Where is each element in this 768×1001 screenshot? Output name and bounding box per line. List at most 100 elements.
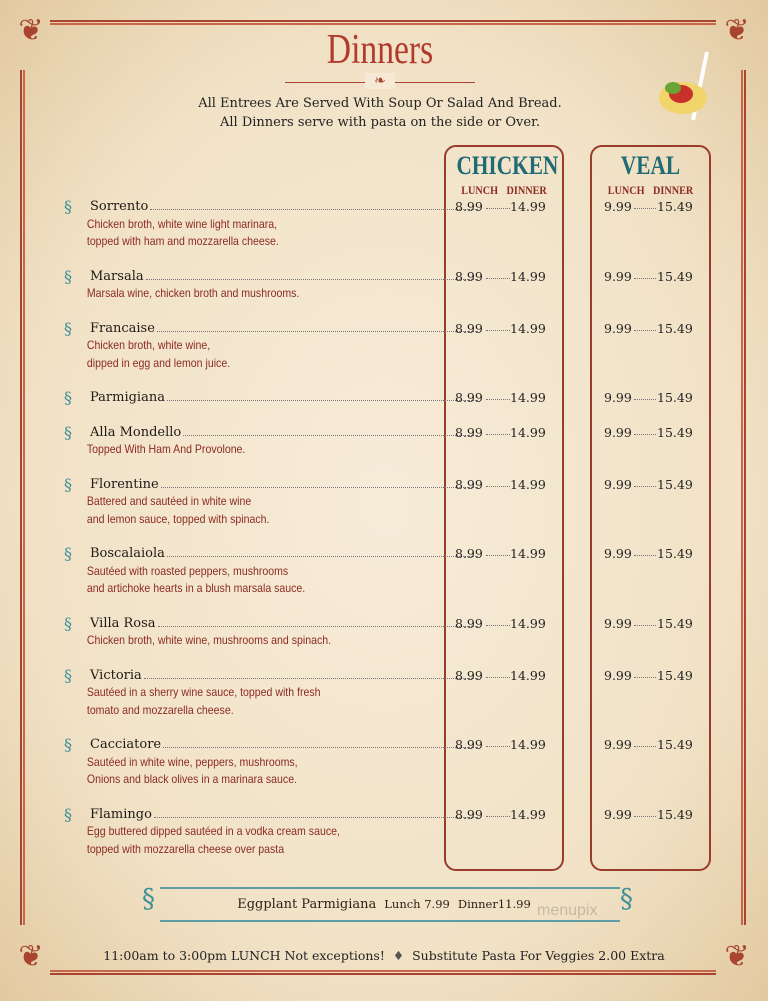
dotted-leader — [150, 199, 478, 210]
ornament-icon: § — [142, 884, 155, 914]
item-description: and lemon sauce, topped with spinach. — [86, 511, 270, 526]
corner-ornament-icon: ❦ — [18, 939, 44, 974]
price-chicken-lunch: 8.99 — [455, 546, 483, 561]
flourish-icon: ❧ — [365, 73, 395, 89]
ornament-icon: § — [64, 422, 72, 442]
price-chicken-dinner: 14.99 — [510, 476, 546, 492]
price-veal-dinner: 15.49 — [657, 737, 693, 752]
ornament-icon: § — [64, 388, 72, 407]
dinner-label: DINNER — [506, 183, 547, 197]
menu-items: § Sorrento Chicken broth, white wine light… — [64, 198, 704, 875]
price-chicken-lunch: 8.99 — [455, 320, 483, 336]
price-veal-dinner: 15.49 — [657, 268, 693, 284]
lunch-hours-note: 11:00am to 3:00pm LUNCH Not exceptions! — [103, 948, 385, 963]
price-chicken-dinner: 14.99 — [510, 737, 546, 752]
price-chicken-dinner: 14.99 — [510, 424, 546, 440]
price-veal-lunch: 9.99 — [604, 546, 632, 561]
price-veal-lunch: 9.99 — [604, 268, 632, 284]
dotted-leader — [145, 269, 478, 280]
item-description: Marsala wine, chicken broth and mushroom… — [86, 286, 300, 300]
price-veal-lunch: 9.99 — [604, 615, 632, 631]
lunch-label: LUNCH — [461, 183, 499, 197]
item-description: Battered and sautéed in white wine — [86, 494, 252, 508]
price-chicken-lunch: 8.99 — [455, 424, 483, 440]
ornament-icon: § — [64, 613, 72, 633]
item-description: Onions and black olives in a marinara sa… — [86, 772, 298, 786]
corner-ornament-icon: ❦ — [18, 13, 44, 48]
menu-item: § Marsala Marsala wine, chicken broth and … — [64, 266, 704, 303]
menu-item: § Flamingo Egg buttered dipped sautéed in … — [64, 804, 704, 859]
item-name: Flamingo — [90, 806, 152, 822]
item-description: Chicken broth, white wine light marinara… — [86, 216, 278, 231]
item-description: and artichoke hearts in a blush marsala … — [86, 581, 306, 595]
item-name: Sorrento — [90, 199, 149, 214]
ornament-icon: § — [64, 804, 72, 824]
item-name: Boscalaiola — [90, 546, 165, 561]
price-chicken-dinner: 14.99 — [510, 268, 546, 284]
price-chicken-lunch: 8.99 — [455, 667, 483, 683]
price-veal-lunch: 9.99 — [604, 806, 632, 822]
price-veal-dinner: 15.49 — [657, 424, 693, 440]
item-name: Villa Rosa — [90, 615, 156, 631]
price-veal-dinner: 15.49 — [657, 476, 693, 492]
item-name: Alla Mondello — [90, 424, 182, 440]
price-veal-lunch: 9.99 — [604, 390, 632, 405]
price-chicken-lunch: 8.99 — [455, 390, 483, 405]
price-veal-dinner: 15.49 — [657, 615, 693, 631]
dotted-leader — [156, 321, 478, 332]
price-veal-lunch: 9.99 — [604, 476, 632, 492]
menu-item: § Parmigiana 8.99 14.99 9.99 15.49 — [64, 389, 704, 407]
price-veal-dinner: 15.49 — [657, 806, 693, 822]
ornament-icon: § — [64, 266, 72, 286]
dotted-leader — [143, 668, 478, 679]
dotted-leader — [160, 477, 478, 488]
price-veal-dinner: 15.49 — [657, 546, 693, 561]
watermark: menupix — [537, 902, 598, 919]
price-veal-dinner: 15.49 — [657, 199, 693, 214]
ornament-icon: § — [64, 197, 72, 216]
price-veal-dinner: 15.49 — [657, 320, 693, 336]
corner-ornament-icon: ❦ — [724, 13, 750, 48]
corner-ornament-icon: ❦ — [724, 939, 750, 974]
item-name: Cacciatore — [90, 737, 162, 752]
menu-item: § Florentine Battered and sautéed in white… — [64, 474, 704, 529]
menu-item: § Villa Rosa Chicken broth, white wine, mu… — [64, 613, 704, 650]
item-name: Victoria — [90, 667, 142, 683]
item-description: topped with mozzarella cheese over pasta — [86, 841, 285, 856]
menu-item: § Alla Mondello Topped With Ham And Provol… — [64, 422, 704, 459]
price-veal-lunch: 9.99 — [604, 667, 632, 683]
lunch-label: LUNCH — [607, 183, 645, 197]
item-name: Marsala — [90, 268, 144, 284]
item-name: Francaise — [90, 320, 155, 336]
divider — [160, 887, 620, 889]
ornament-icon: § — [64, 474, 72, 494]
price-chicken-lunch: 8.99 — [455, 737, 483, 752]
item-description: topped with ham and mozzarella cheese. — [86, 234, 279, 248]
item-description: Sautéed with roasted peppers, mushrooms — [86, 563, 289, 578]
menu-item: § Cacciatore Sautéed in white wine, pepper… — [64, 736, 704, 789]
menu-item: § Boscalaiola Sautéed with roasted peppers… — [64, 545, 704, 598]
price-veal-lunch: 9.99 — [604, 320, 632, 336]
price-chicken-dinner: 14.99 — [510, 667, 546, 683]
ornament-icon: § — [64, 318, 72, 338]
price-veal-lunch: 9.99 — [604, 737, 632, 752]
eggplant-special: Eggplant Parmigiana Lunch 7.99 Dinner11.99 — [0, 897, 768, 912]
chicken-heading: CHICKEN — [456, 151, 559, 180]
substitute-note: Substitute Pasta For Veggies 2.00 Extra — [412, 948, 665, 963]
item-description: tomato and mozzarella cheese. — [86, 702, 234, 717]
menu-frame — [20, 20, 746, 975]
item-description: Sautéed in white wine, peppers, mushroom… — [86, 754, 298, 769]
price-veal-lunch: 9.99 — [604, 424, 632, 440]
price-chicken-dinner: 14.99 — [510, 546, 546, 561]
dotted-leader — [163, 737, 478, 748]
eggplant-lunch-price: Lunch 7.99 — [384, 897, 450, 911]
menu-item: § Francaise Chicken broth, white wine, dipp… — [64, 318, 704, 373]
item-description: Topped With Ham And Provolone. — [86, 442, 246, 456]
item-description: dipped in egg and lemon juice. — [86, 355, 231, 370]
price-chicken-dinner: 14.99 — [510, 615, 546, 631]
footer: 11:00am to 3:00pm LUNCH Not exceptions! ♦… — [0, 948, 768, 963]
ornament-icon: § — [64, 665, 72, 685]
price-veal-dinner: 15.49 — [657, 667, 693, 683]
price-chicken-lunch: 8.99 — [455, 199, 483, 214]
item-name: Florentine — [90, 476, 159, 492]
